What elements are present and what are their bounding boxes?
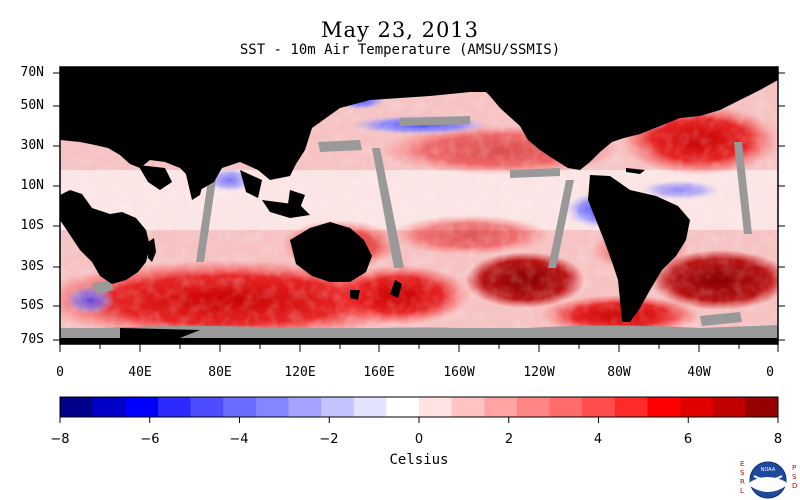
colorbar-ticks [59, 417, 779, 423]
lat-label-50s: 50S [20, 298, 44, 313]
cb-label-8: 8 [773, 432, 783, 447]
map-title: May 23, 2013 [320, 18, 480, 42]
colorbar-swatch [92, 397, 126, 417]
lon-label-40w: 40W [687, 365, 711, 380]
colorbar-swatch [190, 397, 224, 417]
cb-label-6: 6 [683, 432, 693, 447]
lat-ticks [53, 72, 785, 341]
lon-label-120e: 120E [284, 365, 316, 380]
cb-label-m4: −4 [229, 432, 249, 447]
lat-label-50n: 50N [20, 98, 44, 113]
colorbar-swatch [255, 397, 289, 417]
lat-label-10n: 10N [20, 178, 44, 193]
colorbar-swatch [516, 397, 550, 417]
colorbar-swatch [451, 397, 485, 417]
colorbar-swatch [745, 397, 779, 417]
lat-label-30s: 30S [20, 259, 44, 274]
esrl-text: E [740, 460, 744, 468]
colorbar-unit-label: Celsius [389, 452, 449, 468]
svg-text:R: R [740, 478, 745, 486]
svg-text:S: S [792, 473, 797, 481]
lat-label-30n: 30N [20, 138, 44, 153]
colorbar-swatch [288, 397, 322, 417]
cb-label-0: 0 [414, 432, 424, 447]
cb-label-m2: −2 [319, 432, 339, 447]
cb-label-m8: −8 [50, 432, 70, 447]
noaa-text: NOAA [761, 467, 776, 473]
lon-label-160w: 160W [443, 365, 475, 380]
colorbar-swatch [223, 397, 257, 417]
colorbar-swatch [386, 397, 420, 417]
colorbar-swatch [60, 397, 94, 417]
colorbar-swatch [419, 397, 453, 417]
lon-label-160e: 160E [363, 365, 395, 380]
colorbar [60, 397, 779, 417]
lon-label-0-east: 0 [766, 365, 774, 380]
svg-text:D: D [792, 482, 797, 490]
cb-label-2: 2 [504, 432, 514, 447]
colorbar-swatch [321, 397, 355, 417]
colorbar-swatch [647, 397, 681, 417]
svg-text:S: S [740, 469, 745, 477]
lon-label-80e: 80E [208, 365, 232, 380]
map-subtitle: SST - 10m Air Temperature (AMSU/SSMIS) [239, 42, 561, 58]
colorbar-swatch [484, 397, 518, 417]
colorbar-swatch [712, 397, 746, 417]
colorbar-swatch [157, 397, 191, 417]
lat-label-70s: 70S [20, 332, 44, 347]
lat-label-10s: 10S [20, 218, 44, 233]
colorbar-swatch [125, 397, 159, 417]
lat-label-70n: 70N [20, 65, 44, 80]
noaa-logo: E S R L NOAA P S D [740, 460, 797, 499]
lon-label-80w: 80W [607, 365, 631, 380]
colorbar-swatch [582, 397, 616, 417]
cb-label-4: 4 [593, 432, 603, 447]
colorbar-swatch [353, 397, 387, 417]
colorbar-swatch [549, 397, 583, 417]
lon-label-120w: 120W [523, 365, 555, 380]
svg-text:L: L [740, 487, 744, 495]
colorbar-swatch [680, 397, 714, 417]
land [60, 67, 778, 344]
colorbar-swatch [614, 397, 648, 417]
cb-label-m6: −6 [140, 432, 160, 447]
lon-ticks [59, 344, 779, 352]
psd-text: P [792, 464, 796, 472]
lon-label-0: 0 [56, 365, 64, 380]
lon-label-40e: 40E [128, 365, 152, 380]
